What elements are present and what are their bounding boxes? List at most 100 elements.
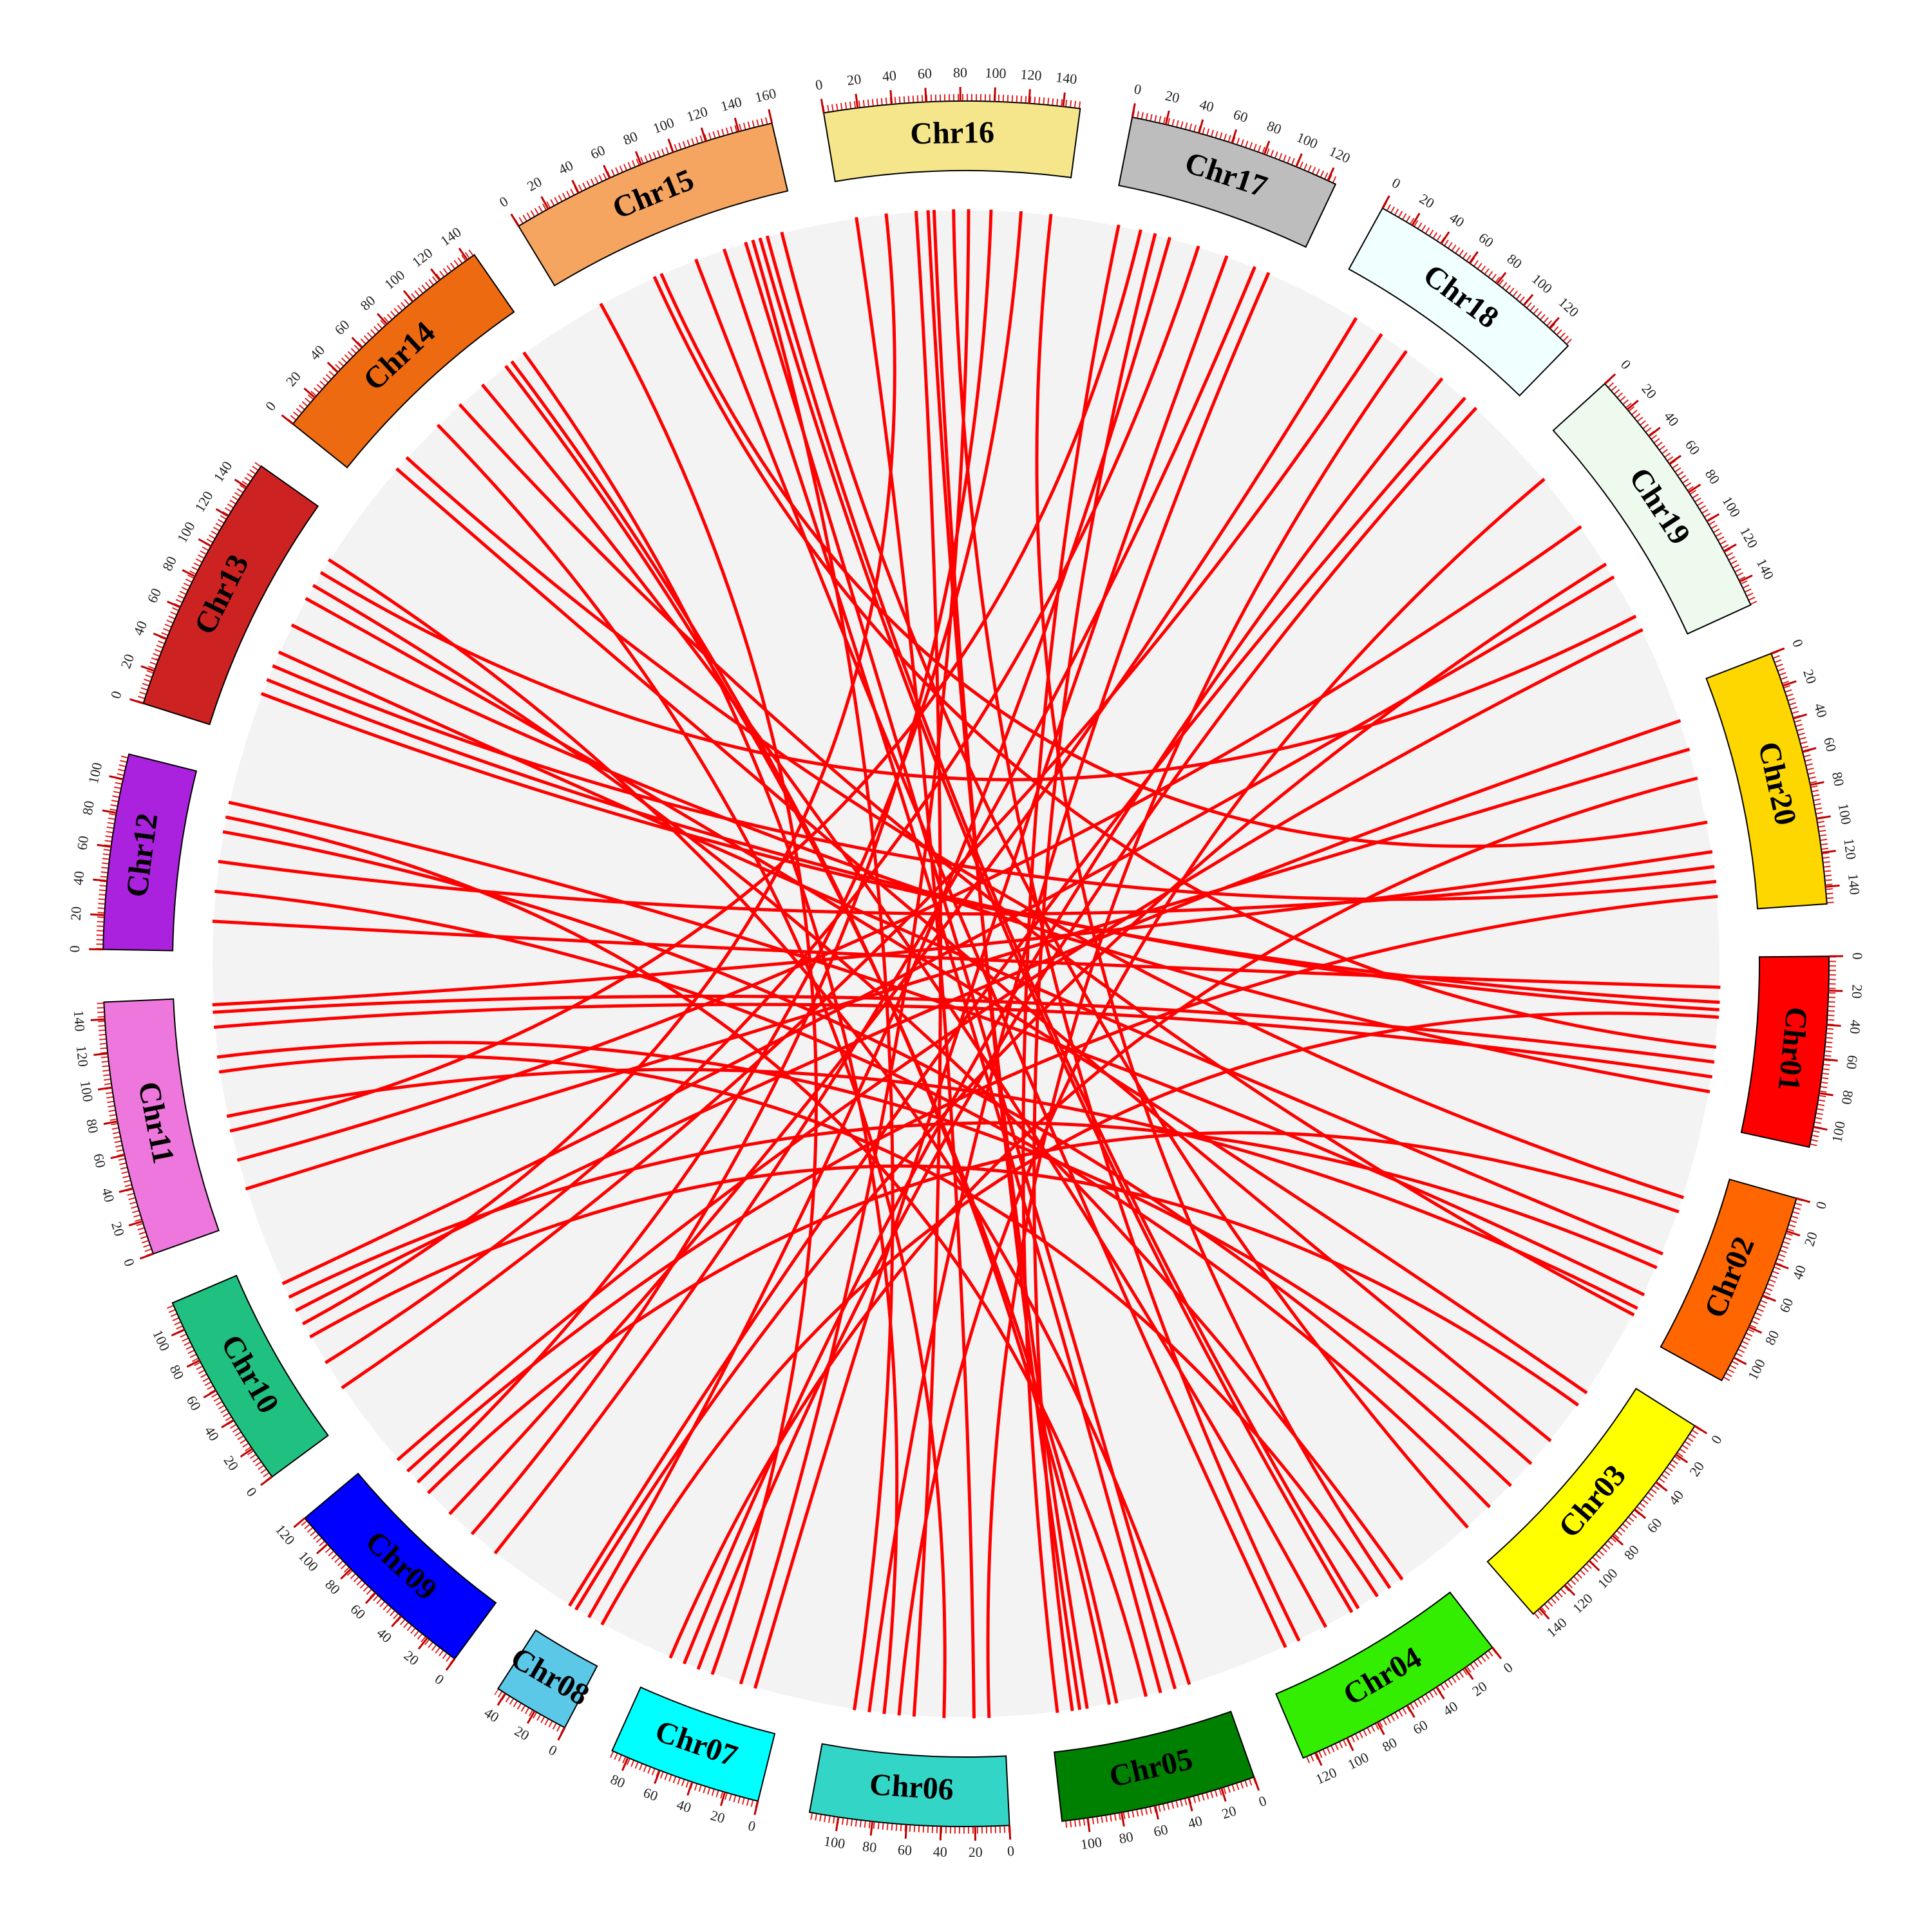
tick-mark xyxy=(1346,1737,1354,1751)
tick-mark xyxy=(1775,1263,1789,1270)
tick-label: 60 xyxy=(897,1841,913,1858)
link xyxy=(493,266,1256,1555)
chromosome xyxy=(1275,1591,1493,1759)
tick-label: 20 xyxy=(1164,87,1181,106)
tick-mark xyxy=(234,478,247,489)
tick-mark xyxy=(820,99,825,113)
tick-mark xyxy=(203,1389,217,1398)
tick-label: 80 xyxy=(1504,250,1526,272)
tick-label: 60 xyxy=(1152,1821,1170,1839)
link xyxy=(319,570,1637,782)
link xyxy=(216,1040,1533,1465)
tick-label: 0 xyxy=(1789,637,1806,649)
tick-mark xyxy=(1669,455,1681,465)
tick-mark xyxy=(1611,1534,1624,1546)
tick-mark xyxy=(1723,543,1737,552)
tick-label: 0 xyxy=(1708,1432,1725,1447)
tick-mark xyxy=(540,196,549,210)
tick-label: 40 xyxy=(1186,1812,1204,1832)
tick-label: 120 xyxy=(409,245,435,270)
tick-mark xyxy=(1655,1481,1668,1492)
link xyxy=(1035,214,1392,1590)
tick-mark xyxy=(293,1517,306,1528)
tick-mark xyxy=(753,1801,759,1816)
tick-label: 80 xyxy=(1761,1328,1782,1347)
tick-label: 20 xyxy=(1849,984,1866,999)
link xyxy=(218,860,1715,916)
chromosome xyxy=(1486,1387,1696,1615)
chromosome xyxy=(1054,1711,1255,1822)
tick-label: 40 xyxy=(482,1704,502,1725)
tick-label: 120 xyxy=(1327,143,1352,167)
link xyxy=(266,678,1719,1011)
link xyxy=(212,919,1721,989)
tick-mark xyxy=(1220,1787,1227,1802)
tick-label: 20 xyxy=(512,1723,533,1744)
tick-label: 100 xyxy=(1719,493,1743,520)
tick-label: 0 xyxy=(108,689,125,700)
tick-mark xyxy=(93,878,108,882)
tick-mark xyxy=(1739,574,1753,583)
tick-mark xyxy=(1825,884,1840,888)
tick-label: 40 xyxy=(1198,96,1216,115)
tick-mark xyxy=(1816,815,1831,820)
tick-label: 60 xyxy=(90,1152,109,1169)
tick-mark xyxy=(198,538,212,547)
link xyxy=(327,558,1191,1686)
link xyxy=(301,213,896,1326)
tick-mark xyxy=(1823,1058,1838,1062)
tick-label: 0 xyxy=(814,76,824,93)
link xyxy=(212,850,1713,1007)
chromosome-label: Chr06 xyxy=(869,1767,955,1807)
tick-label: 20 xyxy=(117,652,137,670)
tick-label: 100 xyxy=(381,267,408,292)
tick-label: 40 xyxy=(374,1624,395,1646)
tick-label: 0 xyxy=(497,193,511,211)
tick-mark xyxy=(869,1821,874,1836)
tick-mark xyxy=(118,1187,133,1193)
tick-label: 140 xyxy=(1055,69,1078,88)
tick-label: 0 xyxy=(1850,952,1866,959)
tick-label: 0 xyxy=(546,1742,560,1759)
tick-mark xyxy=(458,247,468,261)
tick-label: 0 xyxy=(1133,80,1143,98)
link xyxy=(1021,224,1121,1713)
tick-label: 140 xyxy=(1845,873,1863,896)
tick-label: 80 xyxy=(862,1838,878,1856)
tick-label: 40 xyxy=(70,870,87,886)
tick-mark xyxy=(128,1220,143,1227)
link xyxy=(260,691,1720,1004)
link xyxy=(312,583,1404,1581)
tick-mark xyxy=(621,1757,629,1771)
tick-mark xyxy=(1188,1797,1193,1812)
tick-label: 20 xyxy=(1638,381,1660,402)
tick-mark xyxy=(1733,1357,1747,1366)
tick-label: 160 xyxy=(753,85,778,106)
tick-label: 60 xyxy=(588,142,607,162)
link xyxy=(222,830,1512,1487)
tick-mark xyxy=(634,151,642,165)
tick-mark xyxy=(303,388,316,399)
scale-rim xyxy=(136,462,261,704)
tick-mark xyxy=(1468,251,1479,264)
tick-mark xyxy=(316,1543,328,1555)
tick-label: 0 xyxy=(432,1671,448,1688)
tick-mark xyxy=(1381,195,1390,209)
tick-mark xyxy=(1120,1812,1125,1827)
tick-mark xyxy=(109,775,124,780)
tick-label: 20 xyxy=(1417,191,1437,212)
tick-label: 0 xyxy=(1389,174,1403,192)
tick-mark xyxy=(417,1637,428,1650)
tick-mark xyxy=(855,93,859,108)
link xyxy=(897,478,1546,1716)
chromosome xyxy=(1705,652,1828,910)
tick-mark xyxy=(365,1592,377,1604)
tick-label: 80 xyxy=(1265,117,1283,137)
tick-mark xyxy=(1793,713,1808,720)
tick-mark xyxy=(1154,1805,1159,1820)
tick-label: 120 xyxy=(272,1521,298,1548)
tick-mark xyxy=(1263,140,1271,155)
link xyxy=(694,258,1287,1648)
tick-label: 120 xyxy=(685,103,710,125)
